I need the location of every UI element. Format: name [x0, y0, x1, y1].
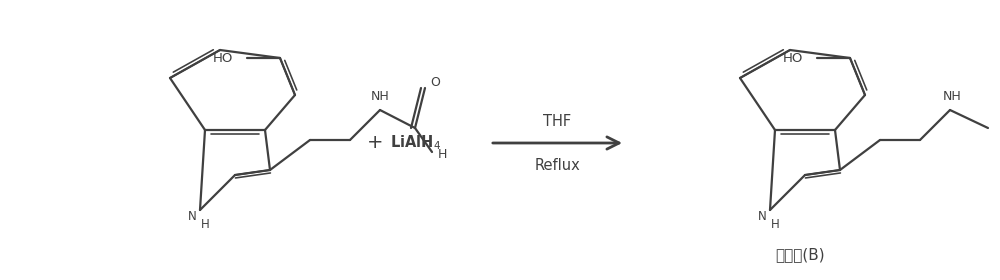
Text: O: O [430, 76, 440, 90]
Text: Reflux: Reflux [534, 157, 580, 172]
Text: HO: HO [213, 52, 233, 64]
Text: N: N [188, 211, 196, 223]
Text: N: N [758, 211, 766, 223]
Text: +: + [367, 134, 383, 153]
Text: THF: THF [543, 113, 571, 129]
Text: HO: HO [783, 52, 803, 64]
Text: LiAlH$_4$: LiAlH$_4$ [390, 134, 440, 152]
Text: H: H [437, 148, 447, 160]
Text: 化合物(B): 化合物(B) [775, 248, 825, 263]
Text: NH: NH [371, 90, 389, 102]
Text: H: H [771, 218, 779, 232]
Text: NH: NH [943, 90, 961, 104]
Text: H: H [201, 218, 209, 232]
